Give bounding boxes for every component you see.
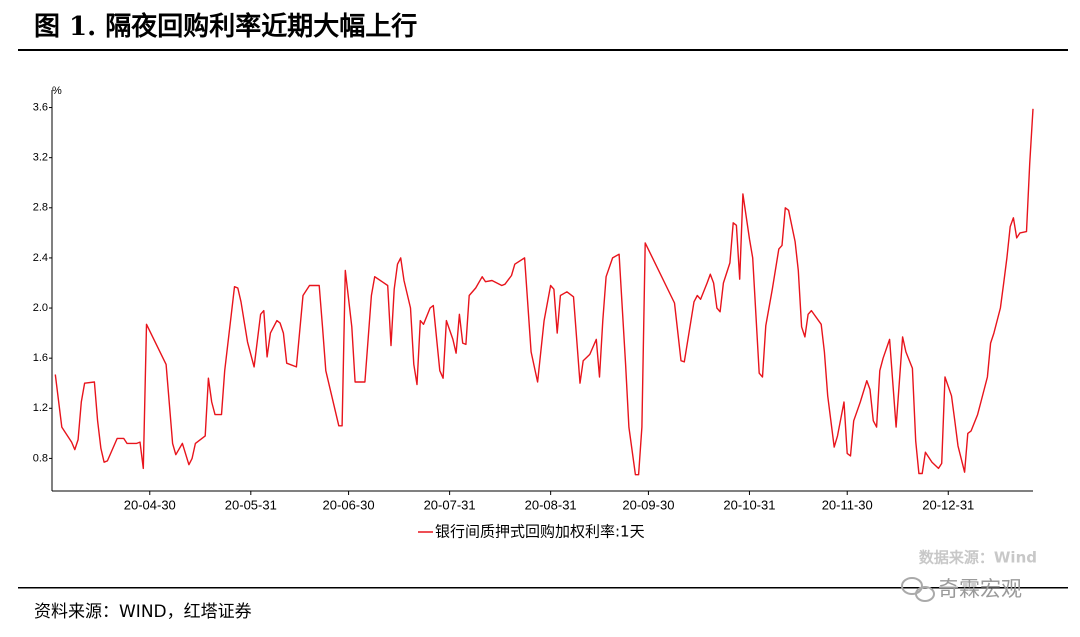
legend-label: 银行间质押式回购加权利率:1天	[435, 523, 645, 541]
x-tick-label: 20-06-30	[323, 497, 375, 512]
y-tick-label: 3.2	[33, 152, 48, 164]
x-tick-label: 20-08-31	[525, 497, 577, 512]
x-tick-label: 20-12-31	[922, 497, 974, 512]
y-tick-label: 2.0	[33, 302, 48, 314]
y-axis-unit: %	[52, 85, 62, 97]
y-tick-label: 2.4	[33, 252, 48, 264]
x-tick-label: 20-04-30	[124, 497, 176, 512]
logo-text: 奇霖宏观	[938, 577, 1022, 601]
data-line	[54, 108, 1034, 476]
y-tick-label: 1.2	[33, 402, 48, 414]
chart-title: 图 1. 隔夜回购利率近期大幅上行	[34, 11, 417, 42]
logo-icon	[901, 577, 935, 602]
x-tick-label: 20-07-31	[424, 497, 476, 512]
y-tick-label: 2.8	[33, 202, 48, 214]
y-tick-label: 0.8	[33, 452, 48, 464]
title-rule	[18, 49, 1068, 51]
footer-rule	[18, 587, 1068, 589]
y-tick-label: 1.6	[33, 352, 48, 364]
watermark: 数据来源：Wind	[919, 549, 1037, 567]
y-tick-label: 3.6	[33, 101, 48, 113]
x-tick-label: 20-10-31	[723, 497, 775, 512]
x-tick-label: 20-09-30	[622, 497, 674, 512]
x-tick-label: 20-05-31	[225, 497, 277, 512]
x-tick-label: 20-11-30	[822, 497, 873, 512]
source-note: 资料来源：WIND，红塔证券	[34, 602, 252, 622]
